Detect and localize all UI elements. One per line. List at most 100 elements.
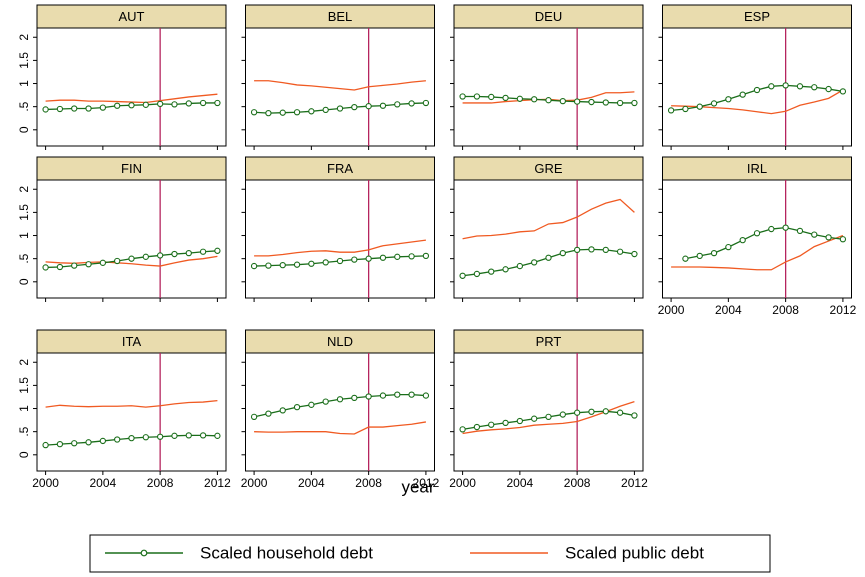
series-marker bbox=[351, 103, 358, 111]
x-tick-label: 2000 bbox=[32, 476, 59, 490]
y-tick-label: 2 bbox=[17, 359, 31, 366]
plot-area bbox=[36, 352, 227, 472]
series-marker bbox=[293, 109, 301, 116]
series-marker bbox=[459, 93, 466, 100]
series-marker bbox=[473, 93, 481, 100]
series-line bbox=[462, 198, 635, 240]
x-tick-label: 2004 bbox=[90, 476, 117, 490]
x-tick-label: 2008 bbox=[355, 476, 382, 490]
series-marker bbox=[293, 261, 301, 268]
series-marker bbox=[322, 398, 329, 405]
series-marker bbox=[588, 98, 595, 106]
series-marker bbox=[559, 97, 566, 105]
series-marker bbox=[142, 434, 149, 441]
panel-title: ESP bbox=[744, 9, 770, 24]
series-marker bbox=[839, 236, 847, 243]
series-marker bbox=[71, 105, 78, 112]
series-marker bbox=[588, 408, 595, 415]
series-line bbox=[254, 80, 426, 91]
x-tick-label: 2000 bbox=[658, 303, 685, 317]
legend-box bbox=[89, 534, 771, 573]
plot-area bbox=[245, 179, 435, 299]
series-marker bbox=[142, 253, 149, 260]
series-marker bbox=[336, 396, 344, 403]
series-marker bbox=[322, 106, 329, 114]
series-marker bbox=[394, 253, 401, 260]
series-marker bbox=[839, 88, 847, 95]
series-marker bbox=[156, 252, 164, 259]
x-tick-label: 2004 bbox=[507, 476, 534, 490]
series-marker bbox=[459, 272, 466, 279]
series-marker bbox=[99, 259, 107, 266]
y-tick-label: 2 bbox=[17, 34, 31, 41]
series-marker bbox=[739, 91, 746, 98]
panel-title: DEU bbox=[535, 9, 562, 24]
plot-area bbox=[453, 27, 644, 147]
series-marker bbox=[408, 100, 415, 107]
series-marker bbox=[351, 394, 358, 402]
panel-title: FIN bbox=[121, 161, 142, 176]
series-marker bbox=[185, 249, 192, 257]
series-marker bbox=[811, 231, 818, 238]
panel-title: AUT bbox=[119, 9, 145, 24]
series-marker bbox=[42, 106, 49, 113]
y-tick-label: 1 bbox=[17, 232, 31, 239]
series-marker bbox=[682, 255, 689, 262]
plot-area bbox=[662, 179, 852, 299]
series-marker bbox=[156, 433, 164, 440]
series-marker bbox=[725, 96, 732, 103]
x-tick-label: 2004 bbox=[715, 303, 742, 317]
series-marker bbox=[502, 94, 509, 102]
series-marker bbox=[336, 257, 344, 265]
series-marker bbox=[171, 101, 178, 108]
series-marker bbox=[667, 107, 675, 114]
series-marker bbox=[573, 409, 581, 416]
series-marker bbox=[265, 410, 272, 417]
series-marker bbox=[782, 224, 789, 231]
series-marker bbox=[473, 423, 481, 431]
series-marker bbox=[365, 103, 372, 110]
y-tick-label: 2 bbox=[17, 186, 31, 193]
series-marker bbox=[545, 97, 552, 104]
series-marker bbox=[473, 270, 481, 278]
series-marker bbox=[768, 225, 775, 233]
x-tick-label: 2000 bbox=[241, 476, 268, 490]
series-marker bbox=[42, 441, 49, 449]
x-tick-label: 2012 bbox=[204, 476, 231, 490]
series-line bbox=[254, 239, 426, 257]
legend-label: Scaled public debt bbox=[565, 543, 704, 562]
series-marker bbox=[214, 432, 221, 439]
series-marker bbox=[516, 262, 524, 270]
series-marker bbox=[265, 109, 272, 117]
series-marker bbox=[616, 99, 624, 107]
legend-label: Scaled household debt bbox=[200, 543, 373, 562]
series-marker bbox=[825, 85, 832, 93]
series-marker bbox=[250, 109, 258, 116]
series-marker bbox=[488, 421, 495, 428]
series-marker bbox=[753, 230, 761, 237]
series-marker bbox=[531, 259, 538, 266]
series-marker bbox=[502, 419, 509, 427]
series-marker bbox=[71, 262, 78, 269]
series-marker bbox=[99, 437, 107, 445]
series-marker bbox=[753, 86, 761, 94]
plot-area bbox=[453, 179, 644, 299]
series-marker bbox=[631, 99, 638, 107]
series-marker bbox=[545, 254, 552, 261]
series-marker bbox=[56, 263, 64, 271]
series-marker bbox=[408, 253, 415, 260]
series-marker bbox=[696, 103, 703, 110]
series-marker bbox=[185, 100, 192, 107]
series-marker bbox=[710, 100, 718, 107]
y-tick-label: 0 bbox=[17, 126, 31, 133]
series-marker bbox=[796, 83, 804, 90]
series-marker bbox=[811, 84, 818, 91]
series-marker bbox=[128, 102, 135, 109]
series-marker bbox=[214, 247, 221, 254]
series-marker bbox=[559, 411, 566, 418]
series-marker bbox=[128, 255, 135, 262]
y-tick-label: 1.5 bbox=[17, 52, 31, 69]
x-tick-label: 2012 bbox=[621, 476, 648, 490]
series-marker bbox=[408, 391, 415, 398]
plot-area bbox=[36, 27, 227, 147]
